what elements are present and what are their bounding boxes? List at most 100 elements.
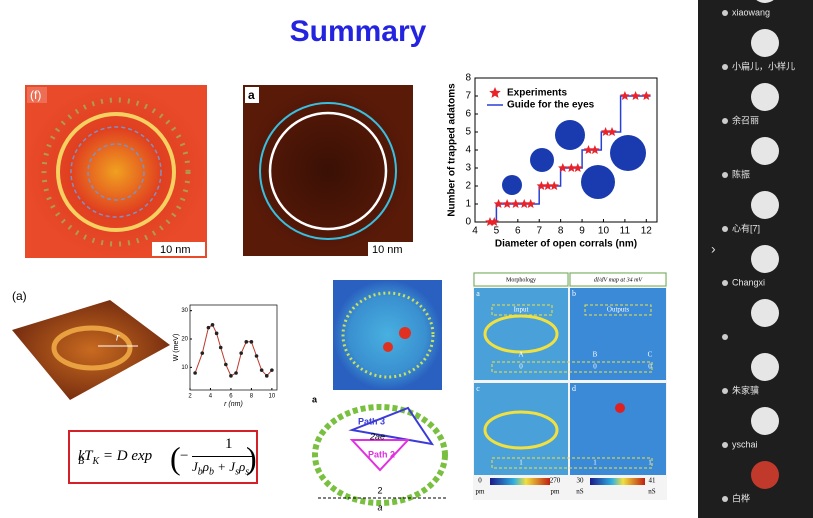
star-point	[630, 91, 641, 100]
scale-label: 10 nm	[160, 244, 191, 256]
x-axis-label: r (nm)	[224, 401, 243, 408]
formula-part: 1	[225, 436, 233, 452]
curve	[194, 324, 273, 377]
y-axis-label: Number of trapped adatoms	[447, 83, 458, 217]
star-point	[600, 127, 611, 136]
spot	[399, 327, 411, 339]
label-bg	[27, 87, 47, 103]
y-tick-label: 2	[465, 181, 471, 192]
x-tick-label: 10	[598, 226, 610, 237]
panel	[570, 383, 666, 475]
avatar[interactable]	[751, 83, 779, 111]
formula-part: B	[78, 456, 85, 467]
point	[244, 340, 249, 344]
participant-name: 余召丽	[732, 114, 759, 125]
participant-name: yschai	[732, 439, 758, 449]
map-label: 270	[550, 477, 561, 485]
mic-icon	[722, 226, 728, 232]
adatom-ring	[41, 97, 191, 247]
y-tick-label: 8	[465, 73, 471, 84]
point	[249, 340, 254, 344]
participant-name: 白桦	[732, 492, 750, 503]
formula-part: + J	[217, 459, 236, 474]
map-label: C	[648, 351, 653, 359]
participant-name: 陈振	[732, 168, 750, 179]
inset-image	[555, 120, 585, 150]
mic-icon	[722, 172, 728, 178]
x-tick-label: 10	[269, 394, 276, 400]
map-label: A	[518, 351, 523, 359]
ring	[87, 143, 145, 201]
ring	[259, 102, 397, 240]
corral	[483, 410, 559, 450]
map-label: nS	[576, 488, 584, 496]
participant-name: 小扁儿，小样儿	[732, 60, 795, 71]
avatar[interactable]	[751, 191, 779, 219]
star-point	[543, 181, 553, 190]
avatar[interactable]	[751, 0, 779, 3]
output-box	[584, 304, 652, 316]
path-label: Path 2	[368, 449, 395, 459]
point	[193, 371, 197, 375]
colorbar	[590, 478, 645, 485]
y-axis-label: W (meV)	[173, 334, 180, 362]
formula-part: K	[92, 456, 100, 467]
x-tick-label: 2	[188, 394, 192, 400]
map-label: a	[476, 289, 480, 298]
map-label: Input	[514, 306, 529, 314]
point	[200, 351, 205, 355]
avatar[interactable]	[751, 353, 779, 381]
colorbar	[490, 478, 550, 485]
x-tick-label: 11	[620, 226, 631, 237]
expand-arrow[interactable]: ›	[711, 241, 716, 257]
y-tick-label: 20	[181, 337, 188, 343]
figure-label: (a)	[12, 289, 27, 303]
inset-image	[610, 135, 646, 171]
ae-label: 2ae	[369, 431, 385, 441]
avatar[interactable]	[751, 29, 779, 57]
avatar[interactable]	[751, 407, 779, 435]
point	[259, 368, 264, 372]
y-tick-label: 30	[181, 308, 188, 314]
y-tick-label: 3	[465, 163, 471, 174]
panel	[474, 383, 568, 475]
inset-image	[502, 175, 522, 195]
star-point	[566, 163, 577, 172]
path-3	[348, 406, 435, 446]
formula-part: ρ	[202, 459, 210, 474]
star-point	[607, 127, 617, 136]
avatar[interactable]	[751, 461, 779, 489]
row-box	[491, 361, 653, 373]
x-tick-label: 7	[536, 226, 542, 237]
map-label: 0	[519, 363, 523, 371]
map-label: 0	[648, 363, 652, 371]
star-point	[573, 163, 583, 172]
header-cell	[569, 272, 667, 287]
star-point	[590, 145, 600, 154]
input-box	[491, 304, 553, 316]
mic-icon	[722, 10, 728, 16]
figure-a	[243, 85, 413, 256]
axis-label: a	[377, 502, 382, 512]
avatar[interactable]	[751, 299, 779, 327]
y-tick-label: 10	[181, 365, 188, 371]
scale-bg	[368, 242, 413, 256]
figure-label: a	[248, 88, 255, 102]
dim-label: 2	[377, 485, 382, 495]
ring	[70, 126, 162, 218]
point	[254, 354, 259, 358]
avatar[interactable]	[751, 245, 779, 273]
point	[206, 325, 211, 330]
x-tick-label: 8	[250, 394, 254, 400]
formula-part: ρ	[238, 459, 246, 474]
slide-title: Summary	[290, 15, 427, 48]
mic-icon	[722, 334, 728, 340]
map-label: 1	[593, 459, 597, 467]
label-bg	[245, 87, 259, 103]
formula-part: = D exp	[102, 448, 153, 464]
panel	[474, 288, 568, 380]
participant-name: xiaowang	[732, 7, 770, 17]
avatar[interactable]	[751, 137, 779, 165]
point	[270, 368, 274, 372]
map-label: 1	[648, 459, 652, 467]
